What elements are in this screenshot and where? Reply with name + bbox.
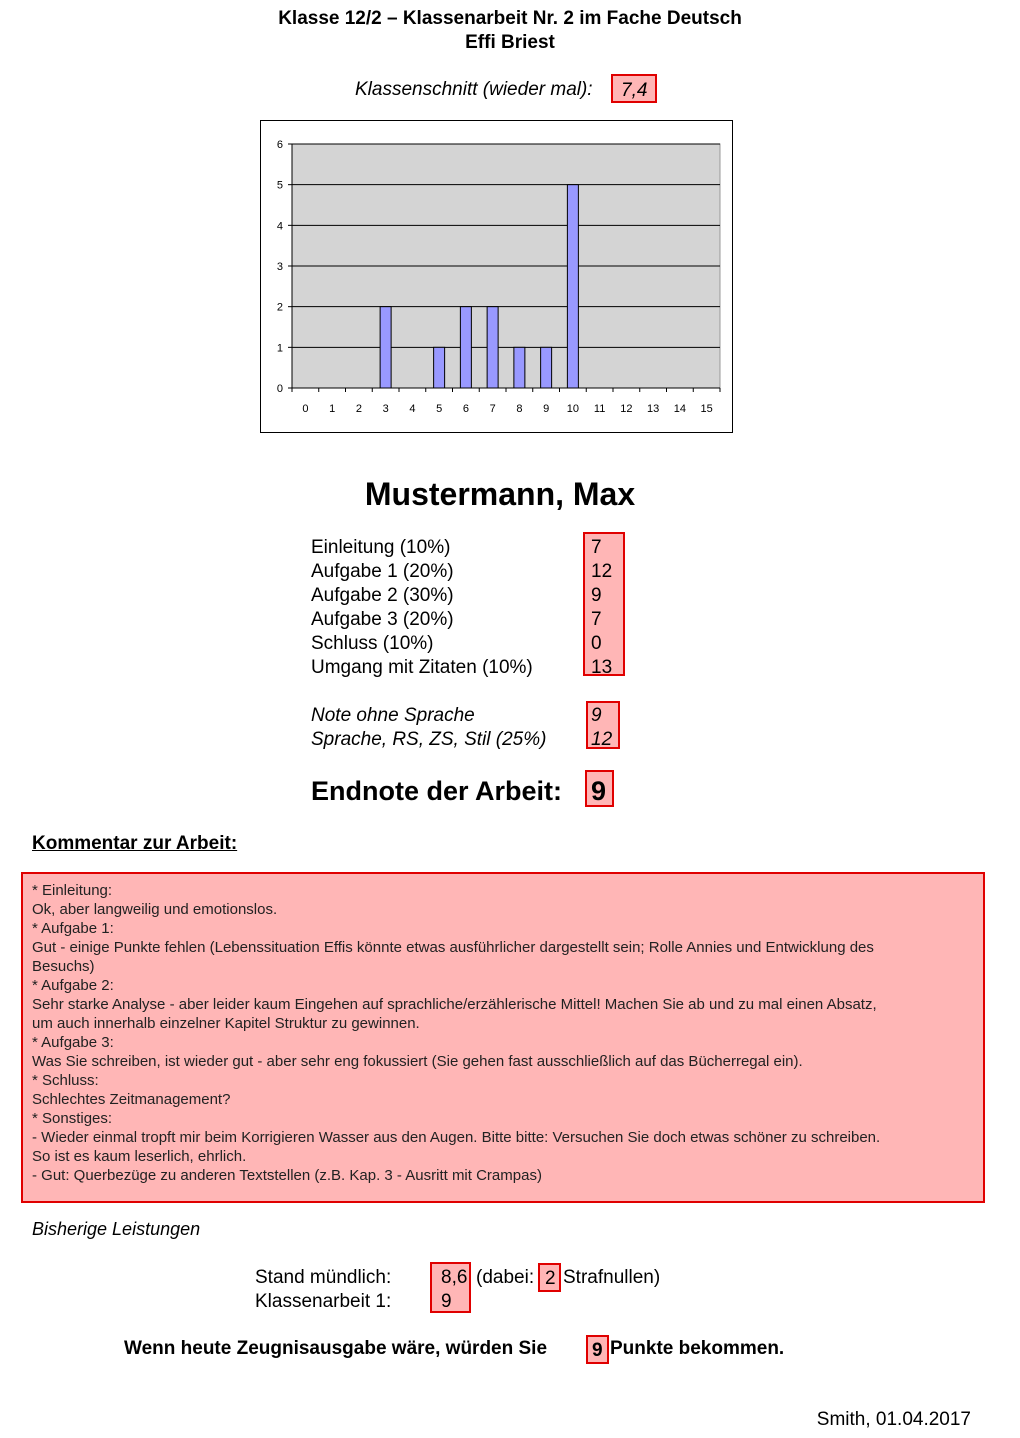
comment-line: * Aufgabe 2: <box>32 977 114 994</box>
score-label: Aufgabe 2 (30%) <box>311 585 454 606</box>
score-value: 7 <box>591 609 602 630</box>
comment-line: Sehr starke Analyse - aber leider kaum E… <box>32 996 877 1013</box>
comment-line: * Aufgabe 1: <box>32 920 114 937</box>
note-value: 12 <box>591 729 613 750</box>
bar <box>459 306 472 389</box>
score-label: Aufgabe 3 (20%) <box>311 609 454 630</box>
x-tick-label: 8 <box>516 403 522 415</box>
score-value: 0 <box>591 633 602 654</box>
score-label: Schluss (10%) <box>311 633 434 654</box>
x-tick-label: 2 <box>356 403 362 415</box>
exam1-value: 9 <box>441 1291 452 1312</box>
y-tick-label: 1 <box>277 342 283 354</box>
grade-distribution-chart: 0 1 2 3 4 5 6 0 1 2 3 4 5 6 7 8 9 10 11 12 13 14 15 <box>260 120 733 433</box>
bar <box>566 184 579 389</box>
y-tick-label: 3 <box>277 261 283 273</box>
score-label: Umgang mit Zitaten (10%) <box>311 657 533 678</box>
y-tick-label: 2 <box>277 302 283 314</box>
x-tick-label: 5 <box>436 403 442 415</box>
comment-line: um auch innerhalb einzelner Kapitel Stru… <box>32 1015 420 1032</box>
bar <box>513 346 526 389</box>
bar <box>486 306 499 389</box>
comment-line: Schlechtes Zeitmanagement? <box>32 1091 231 1108</box>
x-tick-label: 4 <box>409 403 415 415</box>
final-grade-label: Endnote der Arbeit: <box>311 776 563 806</box>
report-text-before: Wenn heute Zeugnisausgabe wäre, würden S… <box>124 1338 548 1359</box>
comment-line: Gut - einige Punkte fehlen (Lebenssituat… <box>32 939 874 956</box>
score-label: Aufgabe 1 (20%) <box>311 561 454 582</box>
score-value: 9 <box>591 585 602 606</box>
x-tick-label: 3 <box>383 403 389 415</box>
student-name: Mustermann, Max <box>364 476 636 512</box>
x-tick-label: 12 <box>620 403 632 415</box>
bar <box>540 346 553 389</box>
note-label: Sprache, RS, ZS, Stil (25%) <box>311 729 547 750</box>
x-tick-label: 11 <box>594 403 605 415</box>
comment-line: * Einleitung: <box>32 882 113 899</box>
y-tick-label: 5 <box>277 180 283 192</box>
score-value: 13 <box>591 657 613 678</box>
y-tick-label: 0 <box>277 383 283 395</box>
x-tick-label: 15 <box>701 403 713 415</box>
score-value: 12 <box>591 561 613 582</box>
comment-box: * Einleitung: Ok, aber langweilig und emo… <box>21 872 985 1203</box>
x-tick-label: 1 <box>329 403 335 415</box>
comment-line: Ok, aber langweilig und emotionslos. <box>32 901 278 918</box>
comment-line: Besuchs) <box>32 958 95 975</box>
x-tick-label: 10 <box>567 403 579 415</box>
comment-line: * Sonstiges: <box>32 1110 113 1127</box>
dabei-label: (dabei: <box>476 1267 535 1288</box>
oral-label: Stand mündlich: <box>255 1267 392 1288</box>
note-label: Note ohne Sprache <box>311 705 475 726</box>
oral-value: 8,6 <box>441 1267 468 1288</box>
x-tick-label: 14 <box>674 403 686 415</box>
y-tick-label: 6 <box>277 139 283 151</box>
bar <box>379 306 392 389</box>
score-label: Einleitung (10%) <box>311 537 451 558</box>
comment-line: - Gut: Querbezüge zu anderen Textstellen… <box>32 1167 542 1184</box>
y-tick-label: 4 <box>277 220 283 232</box>
penalty-zeros-label: Strafnullen) <box>563 1267 661 1288</box>
exam1-label: Klassenarbeit 1: <box>255 1291 392 1312</box>
bar <box>433 346 446 389</box>
scores-box <box>583 532 625 676</box>
note-value: 9 <box>591 705 602 726</box>
signature: Smith, 01.04.2017 <box>816 1409 971 1430</box>
comment-heading: Kommentar zur Arbeit: <box>32 833 238 854</box>
doc-title: Klasse 12/2 – Klassenarbeit Nr. 2 im Fac… <box>278 8 742 29</box>
comment-line: * Aufgabe 3: <box>32 1034 114 1051</box>
comment-line: Was Sie schreiben, ist wieder gut - aber… <box>32 1053 803 1070</box>
average-label: Klassenschnitt (wieder mal): <box>355 79 593 100</box>
x-tick-label: 6 <box>463 403 469 415</box>
average-value: 7,4 <box>611 74 657 103</box>
penalty-zeros-value: 2 <box>538 1263 561 1292</box>
history-values-box <box>430 1262 471 1313</box>
x-tick-label: 9 <box>543 403 549 415</box>
doc-subtitle: Effi Briest <box>465 32 555 53</box>
final-grade-value: 9 <box>585 770 614 807</box>
x-tick-label: 0 <box>302 403 308 415</box>
comment-line: * Schluss: <box>32 1072 99 1089</box>
score-value: 7 <box>591 537 602 558</box>
report-text-after: Punkte bekommen. <box>610 1338 785 1359</box>
history-heading: Bisherige Leistungen <box>32 1219 201 1239</box>
report-grade-value: 9 <box>586 1335 609 1364</box>
comment-line: - Wieder einmal tropft mir beim Korrigie… <box>32 1129 881 1146</box>
comment-line: So ist es kaum leserlich, ehrlich. <box>32 1148 247 1165</box>
notes-box <box>586 701 620 749</box>
x-tick-label: 7 <box>490 403 496 415</box>
x-tick-label: 13 <box>647 403 659 415</box>
